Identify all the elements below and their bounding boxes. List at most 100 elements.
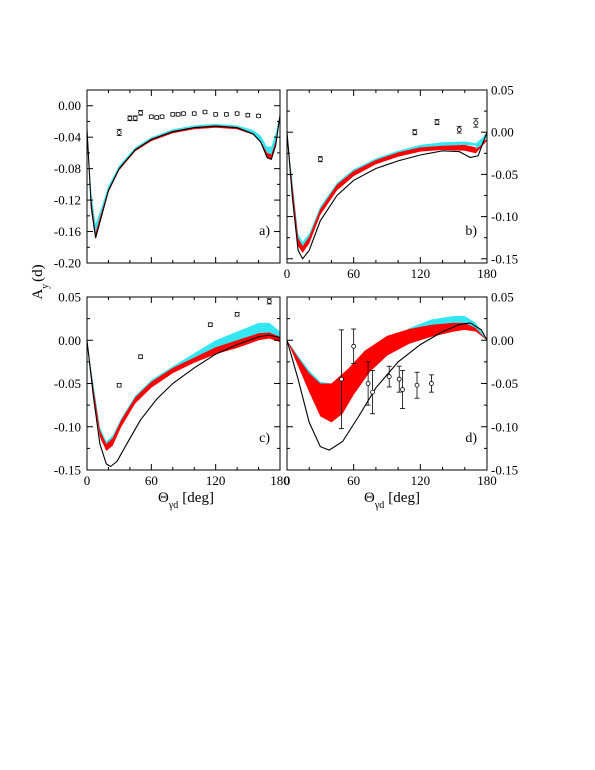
- axes-frame: [286, 89, 488, 264]
- point-marker: [159, 114, 165, 120]
- point-marker: [138, 110, 144, 116]
- data-point: [138, 354, 144, 360]
- data-point: [245, 112, 251, 118]
- point-marker: [127, 115, 133, 121]
- point-marker: [154, 115, 160, 120]
- data-point: [154, 115, 160, 120]
- point-marker: [396, 376, 402, 382]
- point-marker: [412, 129, 418, 135]
- plot-area-c: [87, 298, 280, 468]
- y-tick-label: -0.12: [54, 193, 81, 208]
- data-point: [428, 374, 434, 393]
- axes-frame: [86, 89, 281, 264]
- data-point: [116, 128, 122, 137]
- point-marker: [223, 111, 229, 117]
- data-point: [434, 119, 440, 125]
- y-tick-label: -0.05: [491, 167, 518, 182]
- data-point: [256, 113, 262, 119]
- point-marker: [148, 114, 154, 120]
- point-marker: [317, 156, 323, 162]
- data-point: [266, 298, 272, 305]
- point-marker: [245, 112, 251, 118]
- data-point: [213, 111, 219, 117]
- panel-d: 0 60 120 180 0.05 0.00 -0.05 -0.10 -0.15 d): [284, 290, 518, 489]
- data-point: [191, 111, 197, 116]
- data-point: [456, 125, 462, 134]
- plot-area-b: [287, 118, 487, 260]
- y-tick-label: -0.08: [54, 161, 81, 176]
- data-point: [412, 129, 418, 136]
- y-tick-label: -0.10: [54, 419, 81, 434]
- panel-c: 0 60 120 180 0.05 0.00 -0.05 -0.10 -0.15 c): [54, 290, 290, 489]
- point-marker: [116, 130, 122, 135]
- x-tick-label: 0: [84, 473, 91, 488]
- data-point: [175, 111, 181, 117]
- y-tick-label: -0.10: [491, 209, 518, 224]
- point-marker: [414, 382, 420, 388]
- y-tick-label: 0.05: [58, 290, 81, 305]
- data-point: [148, 114, 154, 120]
- point-marker: [191, 111, 197, 116]
- panel-label: a): [259, 224, 270, 239]
- panel-label: c): [259, 431, 270, 446]
- y-tick-label: 0.00: [58, 333, 81, 348]
- point-marker: [234, 311, 240, 317]
- point-marker: [473, 120, 479, 126]
- point-marker: [207, 322, 213, 328]
- y-tick-label: 0.00: [58, 98, 81, 113]
- data-point: [400, 370, 406, 409]
- point-marker: [400, 387, 405, 392]
- point-marker: [202, 109, 208, 115]
- theory-curve: [87, 334, 280, 468]
- data-point: [396, 365, 402, 393]
- y-tick-label: -0.10: [491, 419, 518, 434]
- point-marker: [386, 374, 392, 379]
- x-axis-label-left: Θγd [deg]: [158, 490, 214, 511]
- point-marker: [339, 376, 344, 382]
- point-marker: [456, 127, 462, 133]
- data-point: [159, 114, 165, 120]
- data-point: [223, 111, 229, 117]
- x-tick-label: 180: [477, 266, 497, 281]
- point-marker: [351, 343, 357, 349]
- x-tick-label: 120: [411, 473, 431, 488]
- point-marker: [213, 111, 219, 117]
- data-point: [317, 156, 323, 163]
- y-tick-label: -0.05: [491, 376, 518, 391]
- y-tick-label: -0.16: [54, 224, 82, 239]
- data-point: [202, 109, 208, 115]
- data-point: [234, 111, 240, 116]
- data-point: [138, 110, 144, 116]
- y-tick-label: -0.05: [54, 376, 81, 391]
- cyan-band: [475, 132, 487, 150]
- panel-b: 0 60 120 180 0.05 0.00 -0.05 -0.10 -0.15 b): [284, 83, 518, 282]
- panel-label: d): [465, 431, 477, 446]
- x-axis-label-right: Θγd [deg]: [364, 490, 420, 511]
- point-marker: [429, 381, 434, 386]
- x-tick-label: 0: [284, 473, 291, 488]
- y-tick-label: -0.15: [491, 463, 518, 478]
- data-point: [338, 329, 344, 429]
- data-point: [370, 370, 376, 415]
- x-tick-label: 180: [270, 473, 290, 488]
- x-tick-label: 180: [477, 473, 497, 488]
- point-marker: [434, 119, 440, 125]
- theory-curve: [87, 115, 280, 238]
- y-tick-label: 0.00: [491, 333, 514, 348]
- panel-a: 0.00 -0.04 -0.08 -0.12 -0.16 -0.20 a): [54, 89, 281, 271]
- y-tick-label: 0.05: [491, 290, 514, 305]
- x-tick-label: 0: [284, 266, 291, 281]
- y-tick-label: 0.00: [491, 125, 514, 140]
- theory-curve: [287, 322, 487, 451]
- data-point: [351, 328, 357, 365]
- point-marker: [234, 111, 240, 116]
- point-marker: [370, 389, 375, 395]
- point-marker: [266, 298, 272, 304]
- red-band: [287, 322, 487, 423]
- point-marker: [170, 111, 176, 117]
- data-point: [386, 365, 392, 388]
- point-marker: [365, 381, 371, 386]
- theory-curve: [287, 132, 487, 260]
- y-axis-label: Ay(d): [30, 264, 51, 299]
